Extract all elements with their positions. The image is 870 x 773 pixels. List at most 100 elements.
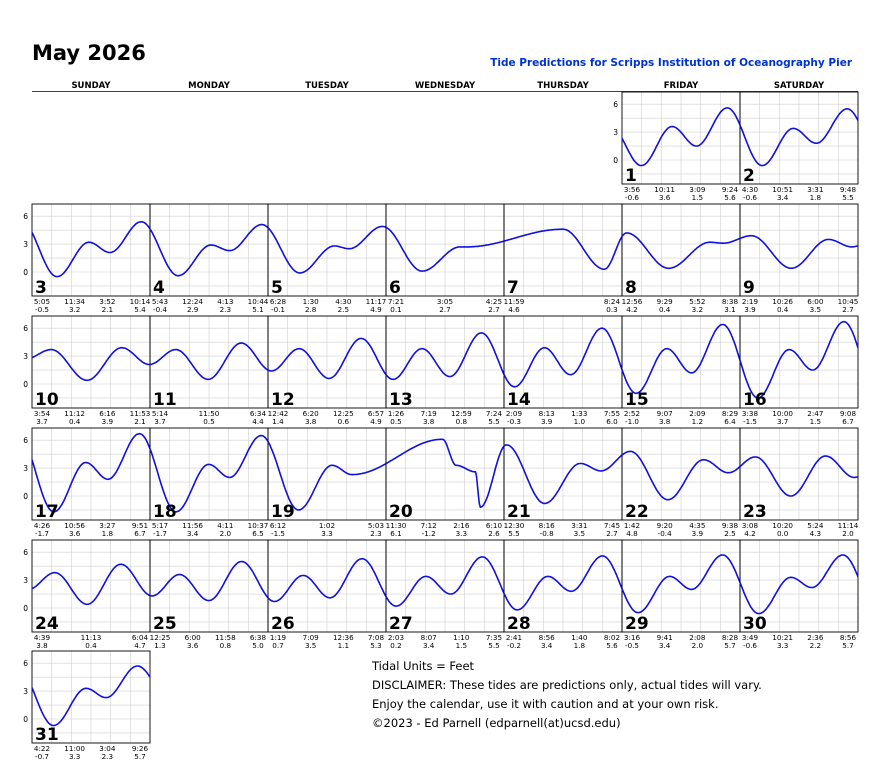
tide-time-label: 8:24: [604, 297, 621, 306]
day-number: 2: [743, 166, 755, 186]
units-note: Tidal Units = Feet: [372, 659, 475, 673]
tide-height-label: 2.7: [439, 305, 450, 314]
tide-height-label: 3.6: [187, 641, 199, 650]
tide-height-label: 3.8: [305, 417, 317, 426]
tide-height-label: 1.5: [456, 641, 467, 650]
tide-height-label: 2.5: [724, 529, 735, 538]
tide-height-label: 2.7: [606, 529, 617, 538]
tide-time-label: 5:03: [368, 521, 384, 530]
tide-height-label: 3.4: [423, 641, 435, 650]
tide-height-label: 0.5: [390, 417, 401, 426]
tide-height-label: -1.0: [625, 417, 639, 426]
y-tick-label: 6: [23, 659, 28, 668]
tide-curve: [503, 444, 623, 505]
tide-time-label: 2:16: [453, 521, 470, 530]
day-number: 14: [507, 390, 531, 410]
tide-time-label: 1:19: [270, 633, 287, 642]
tide-time-label: 6:16: [99, 409, 116, 418]
tide-height-label: 0.0: [777, 529, 789, 538]
tide-time-label: 2:03: [388, 633, 404, 642]
day-cell-border: [739, 427, 859, 521]
tide-curve: [739, 320, 859, 399]
tide-height-label: 6.1: [390, 529, 401, 538]
tide-time-label: 3:31: [571, 521, 587, 530]
tide-height-label: -0.2: [507, 641, 521, 650]
tide-curve: [739, 234, 859, 270]
tide-height-label: 4.8: [626, 529, 638, 538]
tide-time-label: 9:41: [657, 633, 673, 642]
tide-time-label: 7:24: [486, 409, 503, 418]
weekday-tuesday: TUESDAY: [305, 81, 349, 91]
tide-height-label: 2.0: [220, 529, 232, 538]
tide-height-label: -1.7: [35, 529, 49, 538]
day-cell: 174:26-1.7 10:563.6 3:271.8 9:516.7 0 3 6: [23, 427, 151, 538]
weekday-header-row: SUNDAY MONDAY TUESDAY WEDNESDAY THURSDAY FRID…: [32, 81, 858, 92]
tide-curve: [31, 665, 151, 727]
tide-height-label: 0.2: [390, 641, 401, 650]
day-cell-border: [739, 203, 859, 297]
tide-height-label: 4.3: [810, 529, 821, 538]
tide-height-label: 2.3: [370, 529, 381, 538]
day-number: 3: [35, 278, 47, 298]
day-cell: 196:12-1.5 1:023.3 5:032.3: [267, 427, 387, 538]
tide-height-label: 3.9: [541, 417, 553, 426]
tide-time-label: 1:42: [624, 521, 640, 530]
tide-height-label: -0.6: [743, 641, 757, 650]
tide-height-label: -0.4: [153, 305, 167, 314]
day-number: 24: [35, 614, 59, 634]
day-cells: 13:56-0.610:113.63:091.59:245.603624:30-…: [23, 91, 859, 761]
tide-time-label: 9:26: [132, 744, 149, 753]
tide-height-label: 3.2: [692, 305, 703, 314]
tide-height-label: -0.7: [35, 752, 49, 761]
day-cell-border: [31, 650, 151, 744]
tide-time-label: 5:05: [34, 297, 50, 306]
tide-time-label: 2:08: [689, 633, 706, 642]
day-cell: 233:084.2 10:200.0 5:244.3 11:142.0: [739, 427, 859, 538]
tide-time-label: 1:33: [571, 409, 587, 418]
tide-time-label: 10:26: [772, 297, 793, 306]
tide-time-label: 9:29: [657, 297, 674, 306]
tide-height-label: 5.5: [508, 529, 519, 538]
day-cell: 131:260.5 7:193.8 12:590.8 7:245.5: [385, 315, 505, 426]
tide-height-label: 3.1: [724, 305, 735, 314]
tide-time-label: 7:08: [368, 633, 385, 642]
tide-height-label: -1.2: [422, 529, 436, 538]
tide-height-label: 4.9: [370, 417, 382, 426]
tide-curve: [267, 337, 387, 380]
tide-height-label: 3.5: [305, 641, 316, 650]
day-number: 18: [153, 502, 177, 522]
tide-time-label: 4:30: [335, 297, 352, 306]
tide-height-label: 3.7: [154, 417, 165, 426]
tide-time-label: 7:19: [421, 409, 438, 418]
tide-time-label: 11:30: [386, 521, 407, 530]
tide-time-label: 2:09: [689, 409, 706, 418]
tide-time-label: 6:12: [270, 521, 286, 530]
tide-height-label: 1.2: [692, 417, 703, 426]
day-number: 6: [389, 278, 401, 298]
tide-height-label: 0.4: [69, 417, 81, 426]
day-number: 9: [743, 278, 755, 298]
tide-curve: [739, 455, 859, 497]
tide-height-label: -1.5: [743, 417, 757, 426]
tide-time-label: 3:38: [742, 409, 759, 418]
tide-time-label: 11:50: [199, 409, 220, 418]
tide-time-label: 10:56: [64, 521, 85, 530]
tide-time-label: 1:26: [388, 409, 405, 418]
tide-height-label: 5.5: [488, 641, 499, 650]
day-cell-border: [739, 91, 859, 185]
tide-height-label: 0.4: [85, 641, 97, 650]
month-title: May 2026: [32, 41, 146, 65]
tide-curve: [149, 434, 269, 513]
tide-time-label: 4:39: [34, 633, 51, 642]
day-cell: 303:49-0.6 10:213.3 2:362.2 8:565.7: [739, 539, 859, 650]
tide-time-label: 7:21: [388, 297, 404, 306]
tide-height-label: 3.6: [659, 193, 671, 202]
tide-time-label: 6:00: [185, 633, 202, 642]
y-tick-label: 3: [23, 687, 28, 696]
tide-height-label: 2.2: [810, 641, 821, 650]
tide-time-label: 5:14: [152, 409, 169, 418]
tide-height-label: 6.4: [724, 417, 736, 426]
day-number: 10: [35, 390, 59, 410]
day-cell: 103:543.7 11:120.4 6:163.9 11:532.1 0 3 6: [23, 315, 151, 426]
